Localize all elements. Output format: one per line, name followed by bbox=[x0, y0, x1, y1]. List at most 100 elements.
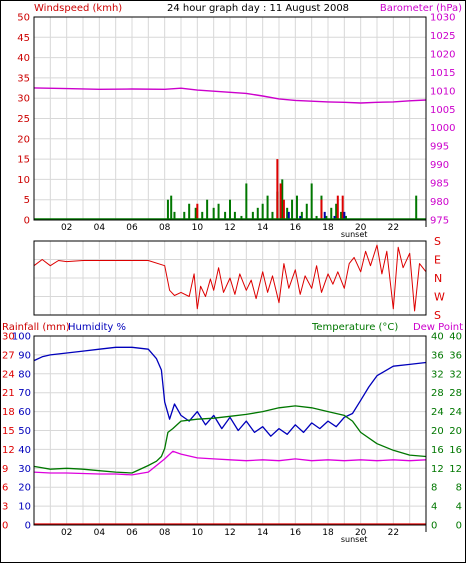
wind-bar bbox=[335, 203, 338, 220]
rainfall-tick-label: 12 bbox=[2, 445, 15, 456]
temperature-axis-label: Temperature (°C) bbox=[311, 322, 398, 333]
temperature-tick-label-inner: 36 bbox=[431, 350, 444, 361]
temperature-tick-label-outer: 28 bbox=[449, 388, 462, 399]
wind-bar bbox=[276, 159, 279, 220]
wind-bar bbox=[344, 215, 347, 220]
wind-bar bbox=[245, 183, 248, 220]
x-tick-label: 20 bbox=[355, 528, 367, 538]
barometer-tick-label: 985 bbox=[430, 179, 449, 190]
temperature-tick-label-outer: 20 bbox=[449, 426, 462, 437]
x-tick-label: 18 bbox=[322, 223, 334, 233]
wind-bar bbox=[279, 183, 282, 220]
barometer-axis-label: Barometer (hPa) bbox=[380, 3, 462, 14]
temperature-tick-label-outer: 40 bbox=[449, 332, 462, 343]
wind-bar bbox=[310, 183, 313, 220]
x-tick-label: 08 bbox=[159, 223, 171, 233]
wind-bar bbox=[415, 195, 418, 220]
wind-bar bbox=[224, 211, 227, 220]
x-tick-label: 04 bbox=[94, 528, 106, 538]
temperature-tick-label-outer: 32 bbox=[449, 369, 462, 380]
x-tick-label: 12 bbox=[224, 528, 235, 538]
dewpoint-line bbox=[33, 450, 427, 476]
rainfall-tick-label: 30 bbox=[2, 332, 15, 343]
compass-tick-label: W bbox=[434, 291, 445, 304]
humidity-panel-frame bbox=[33, 335, 427, 526]
wind-bar bbox=[188, 203, 191, 220]
wind-bar bbox=[261, 203, 264, 220]
humidity-temperature-panel: 0369121518212427300102030405060708090100… bbox=[2, 332, 462, 545]
windspeed-tick-label: 30 bbox=[17, 94, 30, 105]
wind-bar bbox=[325, 215, 328, 220]
wind-bar bbox=[299, 215, 302, 220]
wind-bar bbox=[323, 211, 326, 220]
temperature-tick-label-inner: 28 bbox=[431, 388, 444, 399]
rainfall-axis-label: Rainfall (mm) bbox=[2, 322, 70, 333]
temperature-tick-label-inner: 0 bbox=[431, 521, 437, 532]
wind-bar bbox=[333, 215, 336, 220]
barometer-tick-label: 980 bbox=[430, 197, 449, 208]
windspeed-tick-label: 35 bbox=[17, 73, 30, 84]
rainfall-tick-label: 24 bbox=[2, 369, 15, 380]
x-tick-label: 12 bbox=[224, 223, 235, 233]
windspeed-tick-label: 5 bbox=[24, 195, 30, 206]
humidity-tick-label: 40 bbox=[18, 445, 31, 456]
wind-bar bbox=[194, 207, 197, 220]
barometer-tick-label: 1010 bbox=[430, 86, 455, 97]
wind-bar bbox=[201, 211, 204, 220]
barometer-tick-label: 1005 bbox=[430, 105, 455, 116]
humidity-tick-label: 80 bbox=[18, 369, 31, 380]
wind-bar bbox=[196, 203, 199, 220]
wind-bar bbox=[286, 207, 289, 220]
x-tick-label: 02 bbox=[61, 528, 72, 538]
temperature-tick-label-inner: 16 bbox=[431, 445, 444, 456]
compass-tick-label: N bbox=[434, 272, 442, 285]
temperature-tick-label-inner: 24 bbox=[431, 407, 444, 418]
barometer-tick-label: 1015 bbox=[430, 68, 455, 79]
windspeed-tick-label: 0 bbox=[24, 216, 30, 227]
wind-bar bbox=[340, 211, 343, 220]
x-tick-label: 22 bbox=[388, 528, 399, 538]
temperature-tick-label-inner: 20 bbox=[431, 426, 444, 437]
wind-bar bbox=[282, 199, 285, 220]
wind-bar bbox=[266, 195, 269, 220]
wind-bar bbox=[229, 199, 231, 220]
humidity-axis-label: Humidity % bbox=[68, 322, 126, 333]
wind-bar bbox=[300, 211, 303, 220]
wind-bar bbox=[291, 199, 294, 220]
temperature-line bbox=[33, 405, 427, 474]
temperature-tick-label-inner: 32 bbox=[431, 369, 444, 380]
humidity-tick-label: 70 bbox=[18, 388, 31, 399]
temperature-tick-label-inner: 12 bbox=[431, 464, 444, 475]
x-tick-label: 18 bbox=[322, 528, 334, 538]
rainfall-tick-label: 21 bbox=[2, 388, 15, 399]
wind-bar bbox=[341, 195, 344, 220]
windspeed-tick-label: 45 bbox=[17, 33, 30, 44]
windspeed-tick-label: 50 bbox=[17, 13, 30, 24]
humidity-tick-label: 50 bbox=[18, 426, 31, 437]
wind-bar bbox=[166, 199, 169, 220]
rainfall-tick-label: 0 bbox=[2, 521, 8, 532]
barometer-tick-label: 1030 bbox=[430, 13, 455, 24]
direction-panel-frame bbox=[33, 240, 427, 316]
wind-bar bbox=[336, 195, 339, 220]
barometer-tick-label: 1000 bbox=[430, 123, 455, 134]
humidity-tick-label: 20 bbox=[18, 483, 31, 494]
x-tick-label: 16 bbox=[290, 528, 302, 538]
wind-bar bbox=[233, 211, 236, 220]
windspeed-tick-label: 40 bbox=[17, 53, 30, 64]
wind-bar bbox=[320, 199, 323, 220]
wind-bar bbox=[170, 195, 173, 220]
temperature-tick-label-outer: 12 bbox=[449, 464, 462, 475]
rainfall-tick-label: 9 bbox=[2, 464, 8, 475]
wind-bar bbox=[330, 207, 333, 220]
wind-bar bbox=[240, 215, 243, 220]
temperature-tick-label-inner: 4 bbox=[431, 502, 437, 513]
humidity-tick-label: 10 bbox=[18, 502, 31, 513]
wind-bar bbox=[315, 215, 318, 220]
wind-bar bbox=[183, 211, 186, 220]
dewpoint-axis-label: Dew Point bbox=[413, 322, 463, 333]
wind-bar bbox=[281, 179, 284, 220]
wind-bar bbox=[287, 211, 290, 220]
x-tick-label: 10 bbox=[192, 528, 204, 538]
